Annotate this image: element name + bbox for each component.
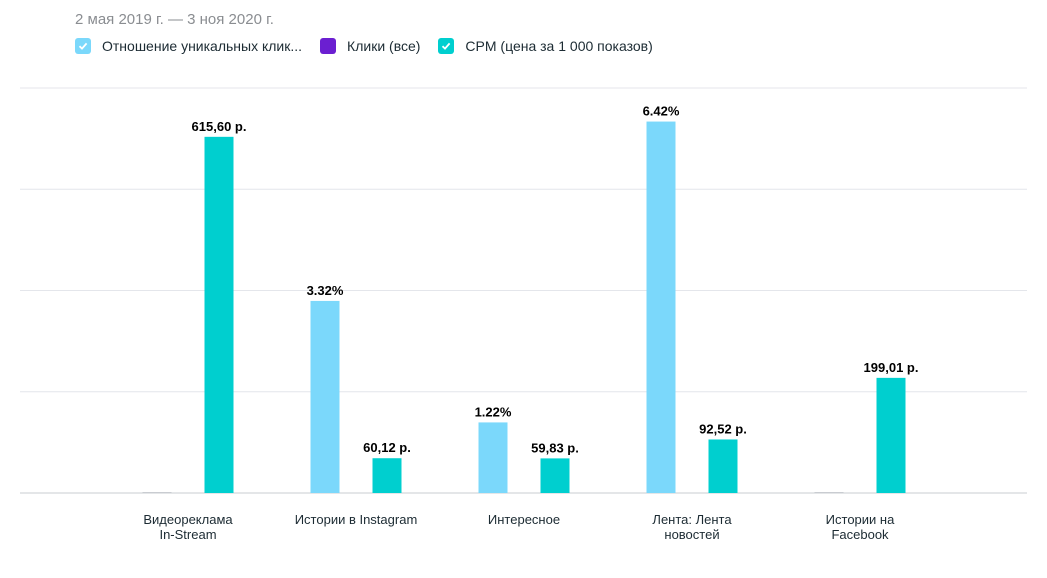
bar-unique-ctr	[646, 121, 676, 494]
data-label: 615,60 р.	[192, 119, 247, 134]
data-label: 59,83 р.	[531, 440, 579, 455]
bar-unique-ctr	[814, 492, 844, 493]
bar-unique-ctr	[310, 300, 340, 493]
chart-legend: Отношение уникальных клик... Клики (все)…	[75, 38, 671, 54]
bar-cpm	[708, 439, 738, 493]
category-label: Видеореклама	[143, 512, 233, 527]
bar-cpm	[372, 458, 402, 493]
legend-label: Клики (все)	[347, 38, 421, 54]
checkbox-checked-icon[interactable]	[75, 38, 91, 54]
category-label: Истории на	[826, 512, 895, 527]
data-label: 199,01 р.	[864, 360, 919, 375]
legend-label: Отношение уникальных клик...	[102, 38, 303, 54]
category-label: Истории в Instagram	[295, 512, 418, 527]
bar-cpm	[540, 458, 570, 493]
date-range: 2 мая 2019 г. — 3 ноя 2020 г.	[75, 11, 274, 28]
bar-unique-ctr	[478, 422, 508, 493]
category-label: Интересное	[488, 512, 560, 527]
data-label: 92,52 р.	[699, 421, 747, 436]
legend-item-cpm[interactable]: CPM (цена за 1 000 показов)	[438, 38, 653, 54]
bar-cpm	[876, 377, 906, 493]
data-label: 3.32%	[307, 283, 344, 298]
category-label: новостей	[664, 527, 719, 542]
bar-unique-ctr	[142, 492, 172, 493]
data-label: 1.22%	[475, 404, 512, 419]
data-label: 6.42%	[643, 104, 680, 119]
bar-cpm	[204, 136, 234, 493]
checkbox-checked-icon[interactable]	[438, 38, 455, 54]
data-label: 60,12 р.	[363, 440, 411, 455]
legend-label: CPM (цена за 1 000 показов)	[465, 38, 653, 54]
checkbox-unchecked-icon[interactable]	[320, 38, 337, 54]
legend-item-unique-ctr[interactable]: Отношение уникальных клик...	[75, 38, 302, 54]
legend-item-clicks[interactable]: Клики (все)	[320, 38, 420, 54]
category-label: Лента: Лента	[652, 512, 732, 527]
category-label: Facebook	[831, 527, 889, 542]
category-label: In-Stream	[159, 527, 216, 542]
